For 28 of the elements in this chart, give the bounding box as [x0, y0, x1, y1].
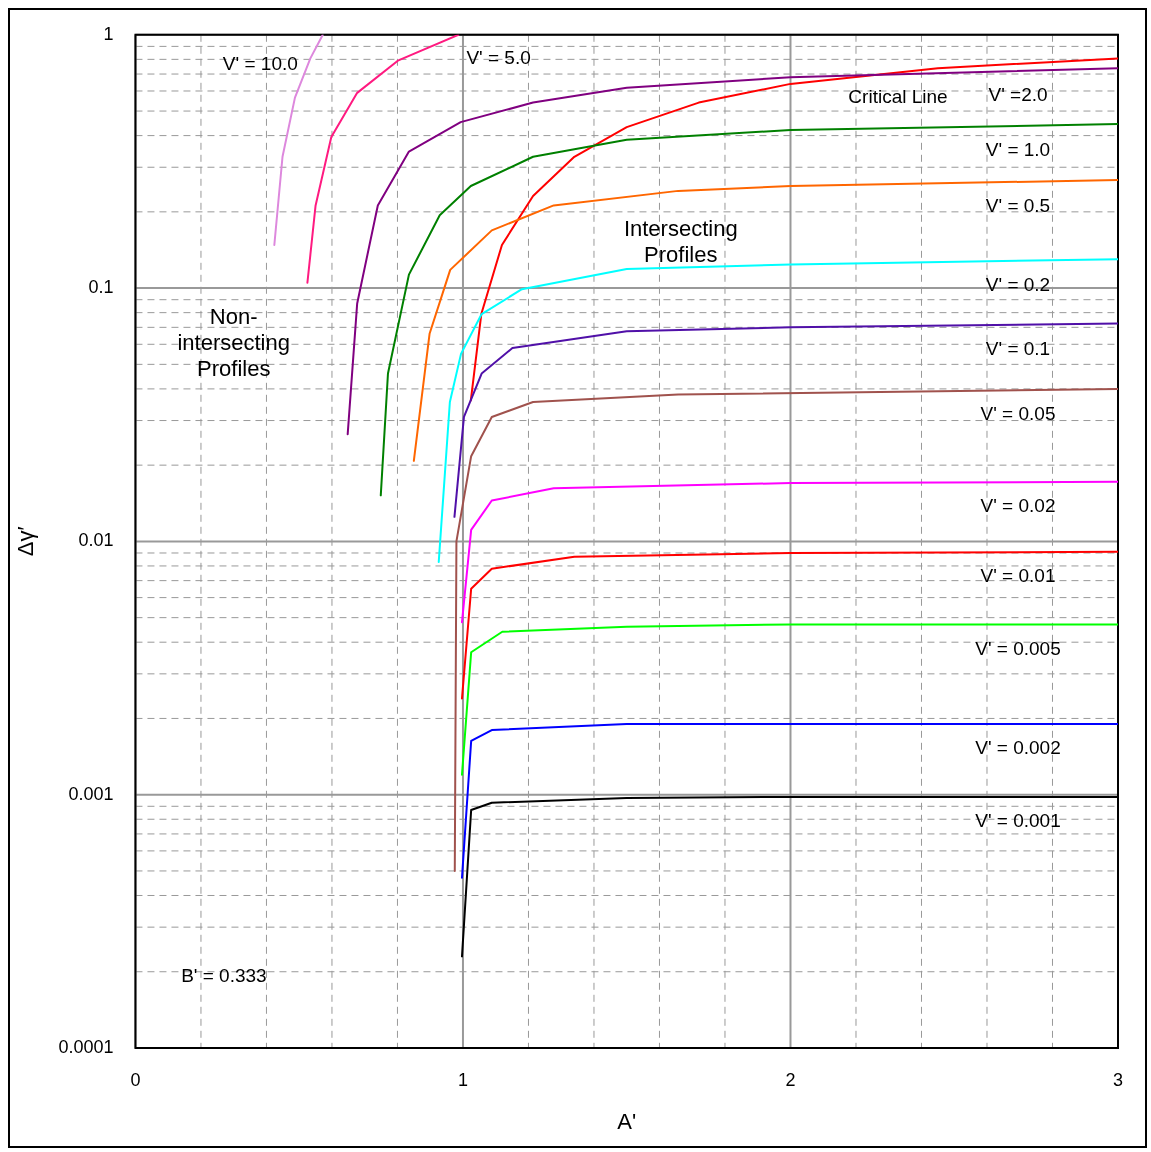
- annotation: Intersecting Profiles: [623, 215, 738, 267]
- y-axis-title: Δγ′: [13, 526, 39, 557]
- y-tick-label: 0.0001: [58, 1036, 114, 1057]
- series-label: V' = 0.001: [975, 810, 1061, 832]
- series-label: V' = 0.02: [980, 495, 1056, 517]
- series-label: V' = 5.0: [466, 47, 531, 69]
- annotation: Non- intersecting Profiles: [177, 303, 290, 381]
- x-tick-label: 0: [130, 1069, 141, 1090]
- series-label: V' = 0.2: [985, 274, 1051, 296]
- series-label: V' = 0.05: [980, 403, 1056, 425]
- y-tick-label: 0.01: [78, 530, 114, 551]
- series-label: V' =2.0: [988, 84, 1048, 106]
- series-label: V' = 0.5: [985, 195, 1051, 217]
- series-label: V' = 10.0: [222, 53, 298, 75]
- x-axis-title: A': [617, 1108, 637, 1134]
- series-label: Critical Line: [848, 85, 948, 107]
- series-label: V' = 0.1: [985, 337, 1051, 359]
- series-label: V' = 0.01: [980, 565, 1056, 587]
- x-tick-label: 2: [785, 1069, 796, 1090]
- x-tick-label: 3: [1112, 1069, 1124, 1090]
- x-tick-label: 1: [457, 1069, 468, 1090]
- y-tick-label: 0.1: [88, 277, 114, 298]
- annotation: B' = 0.333: [181, 965, 267, 987]
- series-label: V' = 0.005: [975, 637, 1061, 659]
- series-label: V' = 0.002: [975, 737, 1061, 759]
- y-tick-label: 0.001: [68, 783, 114, 804]
- y-tick-label: 1: [103, 23, 114, 44]
- series-label: V' = 1.0: [985, 139, 1051, 161]
